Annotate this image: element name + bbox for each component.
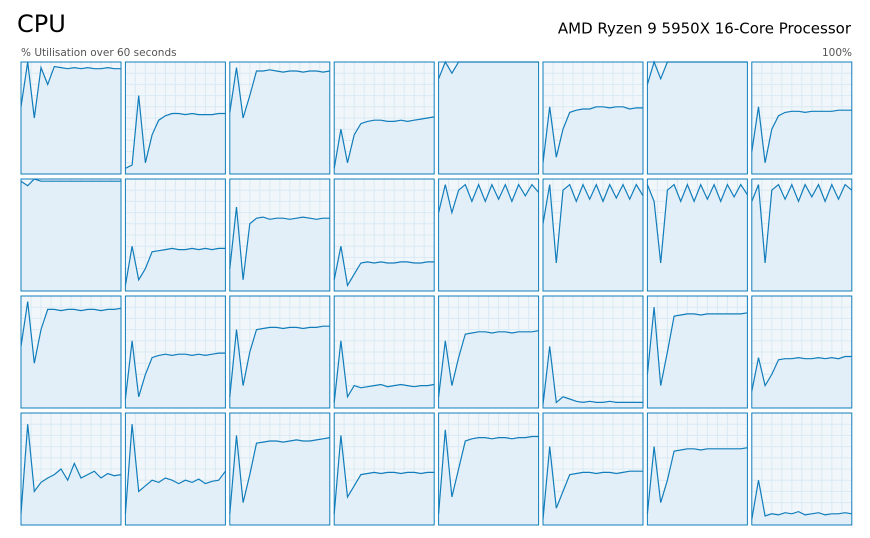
core-area bbox=[21, 179, 121, 291]
core-line bbox=[20, 424, 122, 514]
core-area bbox=[334, 116, 435, 174]
core-line bbox=[20, 301, 122, 364]
core-area bbox=[21, 301, 121, 408]
core-area bbox=[334, 246, 435, 291]
core-graph-border bbox=[333, 295, 435, 409]
core-area bbox=[229, 435, 330, 525]
core-area bbox=[438, 330, 539, 408]
core-area bbox=[751, 184, 852, 291]
core-area bbox=[334, 340, 435, 408]
core-line bbox=[333, 340, 435, 403]
core-area bbox=[647, 62, 748, 174]
core-line bbox=[438, 429, 539, 514]
core-area bbox=[229, 207, 330, 291]
max-label: 100% bbox=[822, 47, 852, 59]
title: CPU bbox=[17, 10, 66, 38]
core-area bbox=[125, 340, 226, 408]
core-line bbox=[20, 178, 121, 187]
core-graph-border bbox=[438, 61, 540, 175]
core-graph-border bbox=[542, 295, 644, 409]
core-area bbox=[125, 424, 226, 525]
core-area bbox=[751, 480, 852, 525]
core-area bbox=[438, 62, 539, 174]
core-graph-border bbox=[20, 412, 122, 526]
core-line bbox=[229, 435, 330, 514]
core-line bbox=[333, 246, 435, 288]
core-area bbox=[647, 184, 748, 291]
core-area bbox=[751, 356, 852, 408]
core-line bbox=[124, 340, 226, 400]
core-graph-border bbox=[751, 412, 853, 526]
core-area bbox=[334, 435, 435, 525]
core-line bbox=[438, 182, 540, 215]
core-line bbox=[542, 346, 643, 405]
core-line bbox=[20, 61, 121, 119]
core-line bbox=[751, 183, 853, 264]
core-graph-border bbox=[333, 61, 435, 175]
core-area bbox=[543, 184, 643, 291]
core-line bbox=[542, 446, 643, 520]
core-area bbox=[21, 62, 121, 174]
subtitle: % Utilisation over 60 seconds bbox=[21, 47, 177, 59]
core-line bbox=[751, 355, 852, 392]
core-graph-border bbox=[751, 61, 853, 175]
core-graph-border bbox=[229, 61, 331, 175]
core-graph-border bbox=[646, 295, 748, 409]
core-line bbox=[542, 183, 644, 264]
core-graph-border bbox=[124, 61, 226, 175]
core-line bbox=[751, 480, 852, 520]
core-area bbox=[543, 446, 643, 525]
core-graph-border bbox=[124, 295, 226, 409]
core-line bbox=[438, 330, 539, 397]
core-line bbox=[229, 206, 330, 280]
core-line bbox=[751, 106, 852, 163]
core-area bbox=[21, 424, 121, 525]
processor-name: AMD Ryzen 9 5950X 16-Core Processor bbox=[558, 20, 852, 38]
core-graph-border bbox=[646, 178, 748, 292]
core-area bbox=[229, 67, 330, 174]
core-line bbox=[333, 116, 435, 169]
core-graph-border bbox=[751, 295, 853, 409]
core-graph-border bbox=[124, 412, 226, 526]
core-graph-border bbox=[124, 178, 226, 292]
core-area bbox=[647, 307, 748, 408]
core-graph-border bbox=[20, 295, 122, 409]
core-graph-border bbox=[646, 61, 748, 175]
core-area bbox=[751, 106, 852, 174]
core-graph-border bbox=[438, 295, 540, 409]
core-area bbox=[229, 326, 330, 408]
core-line bbox=[542, 106, 643, 163]
core-graph-border bbox=[438, 412, 540, 526]
core-graph-border bbox=[542, 178, 644, 292]
core-graph-border bbox=[646, 412, 748, 526]
core-line bbox=[646, 307, 748, 386]
core-graph-border bbox=[229, 178, 331, 292]
core-area bbox=[543, 346, 643, 408]
core-graph-border bbox=[333, 412, 435, 526]
core-line bbox=[124, 246, 226, 286]
core-area bbox=[438, 429, 539, 525]
core-line bbox=[333, 435, 435, 514]
core-area bbox=[543, 106, 643, 174]
core-area bbox=[647, 446, 748, 525]
core-graph-border bbox=[229, 412, 331, 526]
core-line bbox=[646, 182, 748, 264]
core-area bbox=[438, 184, 539, 291]
core-line bbox=[124, 424, 226, 514]
core-graph-border bbox=[229, 295, 331, 409]
core-graph-border bbox=[333, 178, 435, 292]
core-graph-border bbox=[20, 178, 122, 292]
core-graph-border bbox=[438, 178, 540, 292]
core-line bbox=[229, 325, 330, 397]
core-graph-border bbox=[751, 178, 853, 292]
core-line bbox=[125, 95, 226, 169]
core-graph-border bbox=[542, 412, 644, 526]
core-line bbox=[229, 67, 330, 119]
core-line bbox=[646, 446, 748, 514]
core-graph-border bbox=[20, 61, 122, 175]
core-graph-border bbox=[542, 61, 644, 175]
